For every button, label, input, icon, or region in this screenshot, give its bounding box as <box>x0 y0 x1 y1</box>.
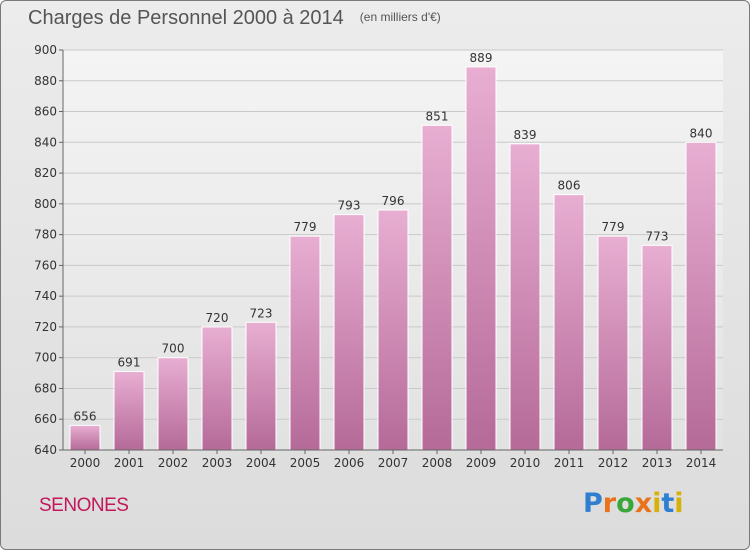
data-label: 779 <box>602 220 625 234</box>
bar-2011 <box>553 194 585 451</box>
data-label: 700 <box>162 342 185 356</box>
x-tick-label: 2009 <box>466 456 497 470</box>
data-label: 851 <box>426 109 449 123</box>
x-tick-label: 2012 <box>598 456 629 470</box>
data-label: 806 <box>558 179 581 193</box>
x-tick-label: 2003 <box>202 456 233 470</box>
x-tick-label: 2004 <box>246 456 277 470</box>
x-tick-label: 2006 <box>334 456 365 470</box>
y-tick-label: 880 <box>34 74 57 88</box>
chart-title-text: Charges de Personnel 2000 à 2014 <box>28 7 344 29</box>
y-tick-label: 760 <box>34 258 57 272</box>
bar-2003 <box>201 326 233 451</box>
bar-2013 <box>641 244 673 451</box>
data-label: 840 <box>690 126 713 140</box>
proxiti-logo: Proxiti <box>583 488 684 519</box>
x-tick-label: 2013 <box>642 456 673 470</box>
x-tick-label: 2011 <box>554 456 585 470</box>
logo-letter: i <box>674 488 684 519</box>
chart-title: Charges de Personnel 2000 à 2014 (en mill… <box>28 7 441 30</box>
data-label: 691 <box>118 356 141 370</box>
x-tick-label: 2002 <box>158 456 189 470</box>
y-tick-label: 840 <box>34 135 57 149</box>
logo-letter: x <box>634 488 653 519</box>
x-tick-label: 2001 <box>114 456 145 470</box>
data-label: 773 <box>646 229 669 243</box>
bars <box>69 66 717 451</box>
bar-2002 <box>157 357 189 451</box>
y-tick-label: 720 <box>34 320 57 334</box>
data-label: 720 <box>206 311 229 325</box>
y-tick-label: 640 <box>34 443 57 457</box>
bar-2007 <box>377 209 409 451</box>
bar-2004 <box>245 321 277 451</box>
logo-letter: r <box>602 488 617 519</box>
y-axis: 640 660 680 700 720 740 760 780 800 820 840 860 880 9… <box>34 43 64 457</box>
data-label: 796 <box>382 194 405 208</box>
y-tick-label: 860 <box>34 105 57 119</box>
logo-letter: o <box>616 488 635 519</box>
bar-2014 <box>685 141 717 451</box>
bar-2000 <box>69 424 101 451</box>
x-tick-label: 2008 <box>422 456 453 470</box>
chart-subtitle: (en milliers d'€) <box>359 10 441 24</box>
bar-2001 <box>113 371 145 451</box>
logo-letter: P <box>583 488 603 519</box>
data-label: 779 <box>294 220 317 234</box>
x-axis: 2000 2001 2002 2003 2004 2005 2006 2007 2008 2009… <box>63 449 723 470</box>
bar-2005 <box>289 235 321 451</box>
data-label: 889 <box>470 51 493 65</box>
y-tick-label: 660 <box>34 412 57 426</box>
data-label: 723 <box>250 306 273 320</box>
logo-letter: i <box>652 488 662 519</box>
y-tick-label: 820 <box>34 166 57 180</box>
bar-2010 <box>509 143 541 451</box>
x-tick-label: 2010 <box>510 456 541 470</box>
data-label: 656 <box>74 409 97 423</box>
bar-2012 <box>597 235 629 451</box>
y-tick-label: 800 <box>34 197 57 211</box>
x-tick-label: 2000 <box>70 456 101 470</box>
y-tick-label: 780 <box>34 228 57 242</box>
x-tick-label: 2014 <box>686 456 717 470</box>
bar-2009 <box>465 66 497 451</box>
x-tick-label: 2005 <box>290 456 321 470</box>
bar-2006 <box>333 214 365 451</box>
y-tick-label: 700 <box>34 351 57 365</box>
bar-2008 <box>421 124 453 451</box>
y-tick-label: 900 <box>34 43 57 57</box>
x-tick-label: 2007 <box>378 456 409 470</box>
data-label: 793 <box>338 199 361 213</box>
data-label: 839 <box>514 128 537 142</box>
data-labels: 656 691 700 720 723 779 793 796 851 889 839 806 779 7… <box>74 51 713 423</box>
logo-letter: t <box>661 488 675 519</box>
y-tick-label: 680 <box>34 381 57 395</box>
commune-name: SENONES <box>39 495 129 516</box>
y-tick-label: 740 <box>34 289 57 303</box>
